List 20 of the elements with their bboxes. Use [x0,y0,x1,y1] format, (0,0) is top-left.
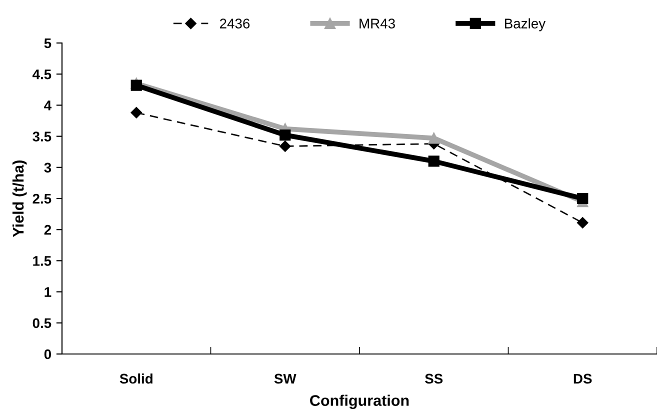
x-tick-label: DS [574,374,592,384]
legend-label: MR43 [360,18,395,28]
y-tick-label: 1.5 [33,256,52,266]
y-tick-label: 2 [44,224,52,235]
legend-label: 2436 [220,18,250,28]
y-tick-label: 5 [44,38,52,48]
legend-label: Bazley [505,18,546,32]
y-tick-label: 4.5 [32,70,52,80]
y-axis-title: Yield (t/ha) [12,160,27,237]
y-tick-label: 0 [44,349,52,360]
x-tick-label: Solid [120,373,152,384]
x-tick-label: SS [425,374,443,384]
y-tick-label: 0.5 [32,318,52,328]
y-tick-label: 1 [44,287,52,297]
y-tick-label: 2.5 [32,194,52,204]
x-axis-title: Configuration [310,394,409,410]
x-tick-label: SW [274,374,296,384]
y-tick-label: 3.5 [32,132,52,142]
y-tick-label: 3 [44,162,52,173]
y-tick-label: 4 [44,100,52,110]
